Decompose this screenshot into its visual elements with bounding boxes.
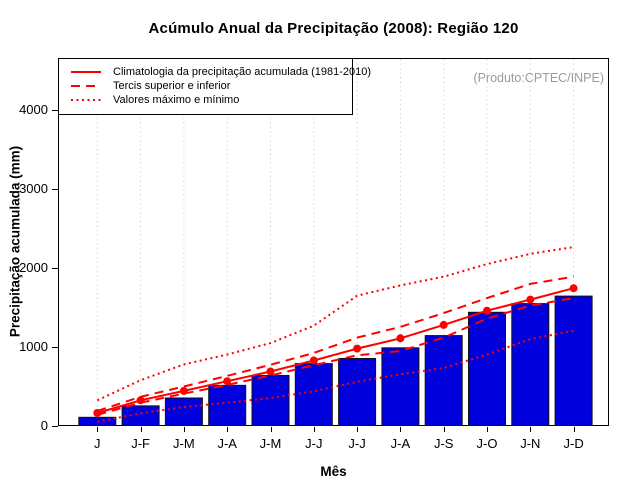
y-tick-label: 1000 bbox=[19, 339, 48, 355]
producer-watermark: (Produto:CPTEC/INPE) bbox=[473, 71, 604, 85]
marker-point bbox=[223, 377, 232, 386]
line-tercil-superior bbox=[96, 275, 574, 412]
x-tick-mark bbox=[97, 427, 99, 432]
legend-item: Tercis superior e inferior bbox=[71, 79, 352, 93]
y-tick-label: 3000 bbox=[19, 181, 48, 197]
y-tick-label: 0 bbox=[40, 418, 48, 433]
x-axis-title: Mês bbox=[320, 464, 347, 479]
bar-J-F bbox=[121, 405, 160, 426]
x-tick-mark bbox=[357, 427, 359, 432]
y-tick-mark bbox=[52, 346, 58, 348]
x-tick-label: J-A bbox=[390, 436, 411, 451]
y-tick-label: 4000 bbox=[19, 102, 48, 118]
y-tick-mark bbox=[52, 109, 58, 111]
bar-J-A bbox=[381, 347, 420, 426]
marker-point bbox=[396, 334, 405, 343]
line-climatologia-da-precipita-o-acumulada-1981-2010- bbox=[97, 287, 574, 414]
marker-point bbox=[266, 367, 275, 376]
legend-item: Valores máximo e mínimo bbox=[71, 93, 352, 107]
x-tick-mark bbox=[487, 427, 488, 432]
x-tick-label: J-J bbox=[305, 436, 323, 451]
x-tick-label: J-O bbox=[476, 436, 498, 451]
x-tick-mark bbox=[400, 427, 402, 432]
marker-point bbox=[309, 356, 318, 365]
x-tick-label: J-A bbox=[217, 436, 237, 451]
x-tick-mark bbox=[530, 427, 532, 432]
x-tick-mark bbox=[573, 427, 575, 432]
bar-J-A bbox=[208, 384, 247, 426]
line-tercil-inferior bbox=[97, 297, 574, 416]
legend-item-label: Climatologia da precipitação acumulada (… bbox=[113, 66, 372, 78]
legend-box: Climatologia da precipitação acumulada (… bbox=[58, 58, 371, 115]
bar-J-O bbox=[468, 311, 506, 426]
marker-point bbox=[483, 306, 491, 315]
x-tick-label: J-M bbox=[173, 436, 195, 451]
legend-solid-line-sample bbox=[71, 71, 101, 73]
y-tick-mark bbox=[52, 267, 58, 269]
y-axis-title: Precipitação acumulada (mm) bbox=[7, 145, 23, 338]
legend-item-label: Valores máximo e mínimo bbox=[113, 94, 240, 106]
x-tick-mark bbox=[183, 427, 185, 432]
marker-point bbox=[136, 396, 145, 405]
legend-dashed-line-sample bbox=[71, 85, 101, 87]
legend-dotted-line-sample bbox=[71, 99, 101, 101]
x-tick-mark bbox=[140, 427, 142, 432]
line-valor-m-ximo bbox=[96, 246, 574, 402]
x-tick-label: J bbox=[94, 436, 101, 451]
x-tick-label: J-N bbox=[520, 436, 541, 451]
marker-point bbox=[93, 409, 102, 417]
marker-point bbox=[526, 295, 535, 304]
y-tick-mark bbox=[52, 188, 58, 190]
x-tick-label: J-D bbox=[563, 436, 584, 451]
marker-point bbox=[439, 320, 448, 329]
x-tick-label: J-M bbox=[259, 436, 282, 451]
bar-J-D bbox=[554, 295, 593, 426]
x-tick-mark bbox=[227, 427, 229, 432]
bar-J-N bbox=[511, 303, 550, 426]
x-tick-mark bbox=[443, 427, 445, 432]
plot-canvas bbox=[78, 59, 593, 426]
marker-point bbox=[179, 386, 188, 395]
marker-point bbox=[569, 284, 578, 293]
x-tick-mark bbox=[313, 427, 315, 432]
chart-title: Acúmulo Anual da Precipitação (2008): Re… bbox=[148, 20, 519, 37]
y-tick-mark bbox=[52, 425, 58, 427]
legend-item: Climatologia da precipitação acumulada (… bbox=[71, 65, 371, 79]
x-tick-label: J-S bbox=[433, 436, 454, 451]
x-tick-mark bbox=[270, 427, 272, 432]
marker-point bbox=[353, 344, 362, 353]
bar-J-S bbox=[424, 335, 463, 426]
x-tick-label: J-F bbox=[131, 436, 150, 451]
bar-J-J bbox=[294, 363, 333, 426]
bar-J-M bbox=[251, 374, 290, 426]
y-tick-label: 2000 bbox=[19, 260, 48, 276]
bar-J-J bbox=[338, 357, 377, 426]
x-tick-label: J-J bbox=[348, 436, 366, 451]
bar-J-M bbox=[164, 397, 203, 426]
legend-item-label: Tercis superior e inferior bbox=[113, 80, 231, 92]
